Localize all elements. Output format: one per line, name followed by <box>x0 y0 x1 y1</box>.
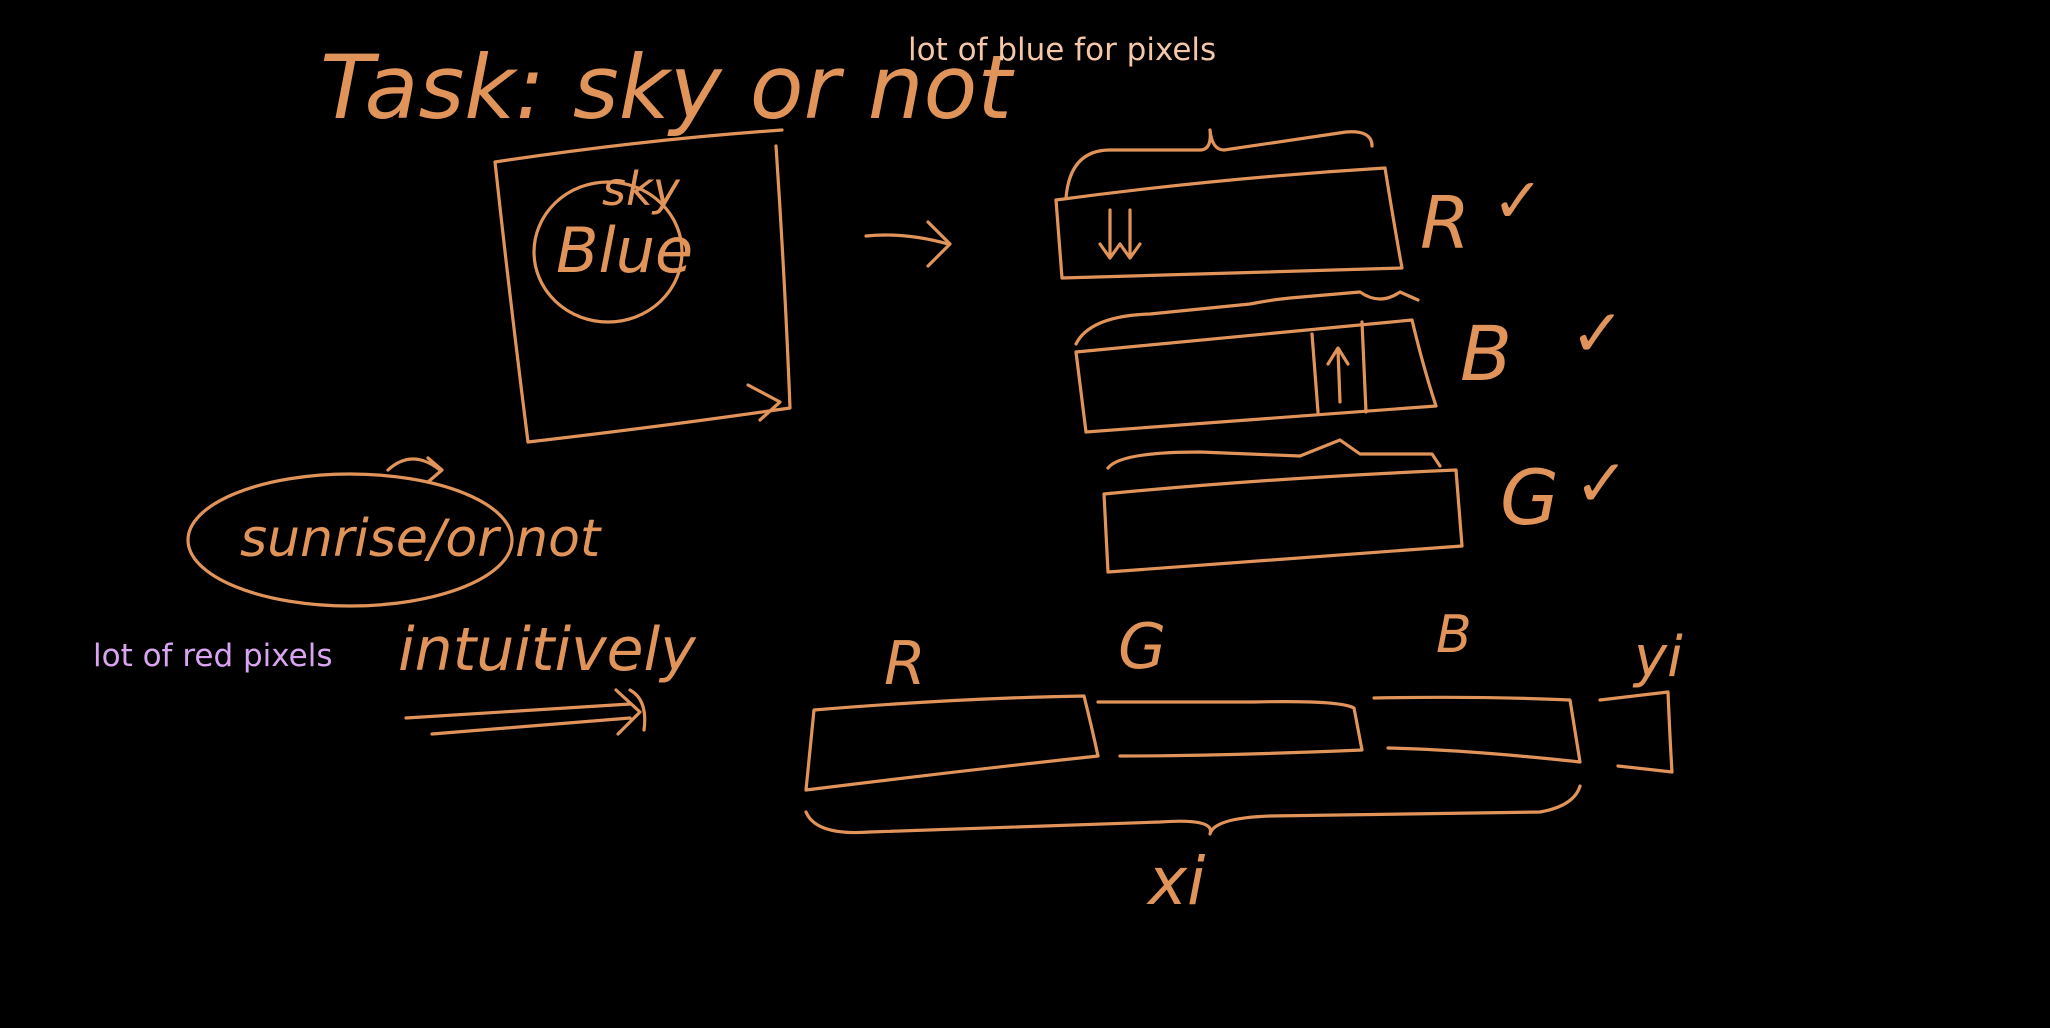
intuitively-arrow <box>406 690 645 734</box>
sky-label: sky <box>602 162 681 216</box>
intuitively-label: intuitively <box>398 615 697 685</box>
blue-label: Blue <box>556 214 693 287</box>
feature-brace <box>806 786 1580 834</box>
channel-b-check: ✓ <box>1570 295 1625 372</box>
segment-y <box>1600 692 1672 772</box>
concat-b-label: B <box>1436 605 1472 665</box>
channel-g-check: ✓ <box>1574 445 1629 522</box>
concat-r-label: R <box>884 629 926 699</box>
target-label: yi <box>1632 625 1683 690</box>
hist-r-bar <box>1056 168 1402 278</box>
hist-b-bar <box>1076 320 1436 432</box>
note-lot-of-red: lot of red pixels <box>93 638 333 674</box>
channel-r-label: R <box>1420 181 1470 265</box>
hist-b-peak <box>1312 322 1366 412</box>
hist-r-brace <box>1066 130 1372 198</box>
hist-g-brace <box>1108 440 1440 468</box>
hist-g-bar <box>1104 470 1462 572</box>
segment-r <box>806 696 1098 790</box>
note-lot-of-blue: lot of blue for pixels <box>908 32 1216 68</box>
channel-g-label: G <box>1500 453 1559 542</box>
channel-r-check: ✓ <box>1492 164 1544 237</box>
hist-r-arrows <box>1100 210 1140 258</box>
channel-b-label: B <box>1460 309 1512 398</box>
sunrise-label: sunrise/or not <box>240 509 602 569</box>
arrow-to-histograms <box>866 222 950 266</box>
feature-label: xi <box>1146 843 1206 920</box>
segment-b <box>1374 697 1580 762</box>
concat-g-label: G <box>1118 610 1166 683</box>
segment-g <box>1098 702 1362 756</box>
